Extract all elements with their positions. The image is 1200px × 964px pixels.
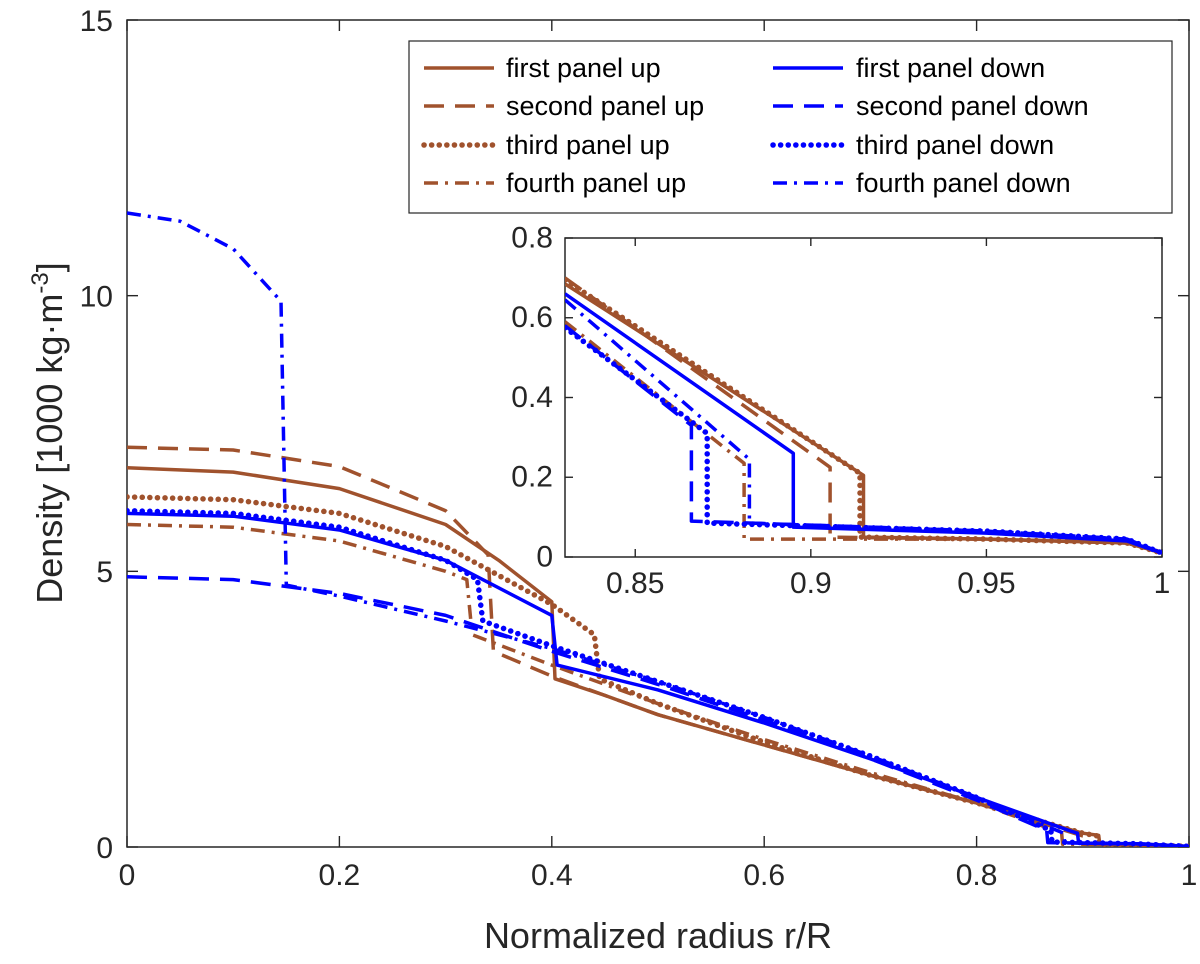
legend-label-fourth-panel-up: fourth panel up	[506, 168, 686, 198]
inset-x-tick-label: 0.85	[606, 567, 664, 600]
main-series-group	[127, 211, 1189, 847]
legend-label-third-panel-up: third panel up	[506, 130, 670, 160]
y-axis-title-main: Density [1000 kg·m	[29, 294, 70, 604]
inset-ticks: 0.85 0.9 0.95 1 0 0.2 0.4 0.6 0.8	[511, 221, 1170, 600]
main-series-fourth-panel-down	[127, 211, 1189, 847]
legend-label-second-panel-down: second panel down	[856, 91, 1089, 121]
x-axis-title: Normalized radius r/R	[484, 915, 832, 956]
legend-label-first-panel-down: first panel down	[856, 53, 1045, 83]
main-y-tick-label: 5	[96, 556, 113, 589]
main-y-tick-label: 0	[96, 832, 113, 865]
legend-label-first-panel-up: first panel up	[506, 53, 661, 83]
main-x-tick-label: 0	[119, 859, 136, 892]
inset-x-tick-label: 0.95	[957, 567, 1015, 600]
inset-y-tick-label: 0	[536, 540, 553, 573]
y-axis-title-close: ]	[29, 262, 70, 272]
inset-y-tick-label: 0.2	[511, 461, 553, 494]
inset-y-tick-label: 0.4	[511, 381, 553, 414]
inset-series-fourth-panel-down	[565, 298, 1162, 555]
main-x-tick-label: 0.8	[956, 859, 998, 892]
inset-x-tick-label: 1	[1154, 567, 1171, 600]
inset-y-tick-label: 0.8	[511, 221, 553, 254]
main-y-tick-label: 10	[80, 280, 113, 313]
main-y-tick-label: 15	[80, 5, 113, 38]
main-x-tick-label: 1	[1181, 859, 1198, 892]
inset-y-tick-label: 0.6	[511, 301, 553, 334]
inset-x-tick-label: 0.9	[790, 567, 832, 600]
legend-label-third-panel-down: third panel down	[856, 130, 1054, 160]
legend-label-fourth-panel-down: fourth panel down	[856, 168, 1071, 198]
main-x-tick-label: 0.4	[531, 859, 573, 892]
legend-label-second-panel-up: second panel up	[506, 91, 704, 121]
y-axis-title-exponent: -3	[27, 272, 54, 293]
main-series-second-panel-up	[127, 445, 1189, 847]
inset-series-group	[565, 276, 1162, 556]
main-x-tick-label: 0.6	[743, 859, 785, 892]
legend: first panel up second panel up third panel…	[408, 40, 1173, 214]
main-x-tick-label: 0.2	[319, 859, 361, 892]
y-axis-title: Density [1000 kg·m-3]	[27, 262, 70, 604]
